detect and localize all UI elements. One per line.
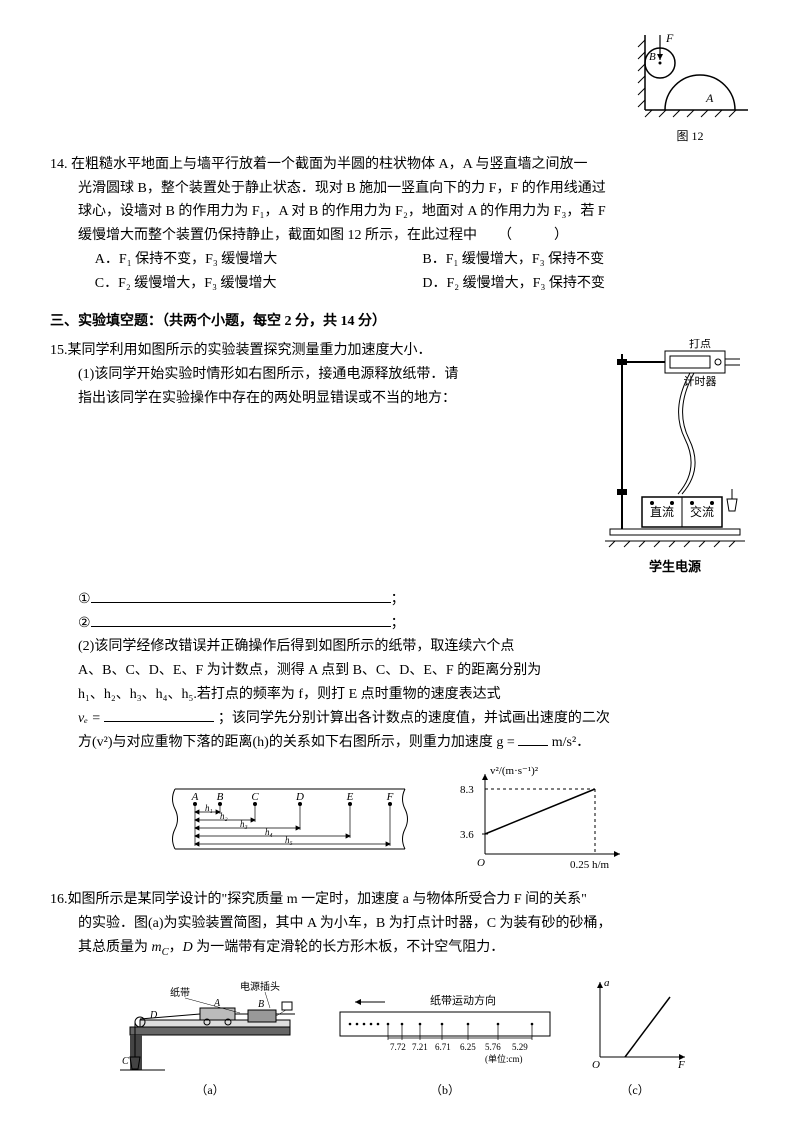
q15-l2e-unit: m/s²．	[552, 735, 590, 750]
svg-text:纸带运动方向: 纸带运动方向	[430, 993, 496, 1007]
svg-text:B: B	[649, 51, 656, 63]
q16-l2: 的实验．图(a)为实验装置简图，其中 A 为小车，B 为打点计时器，C 为装有砂…	[50, 912, 750, 936]
q14-l4: 缓慢增大而整个装置仍保持静止，截面如图 12 所示，在此过程中 （ ）	[50, 224, 750, 248]
svg-text:6.25: 6.25	[460, 1042, 476, 1052]
q15-num: 15.	[50, 343, 68, 358]
svg-text:E: E	[346, 791, 354, 803]
svg-text:交流: 交流	[690, 504, 714, 519]
svg-text:h₂: h₂	[220, 811, 228, 821]
svg-text:v²/(m·s⁻¹)²: v²/(m·s⁻¹)²	[490, 765, 539, 777]
svg-text:B: B	[217, 791, 224, 803]
svg-text:电源插头: 电源插头	[240, 980, 280, 993]
question-16: 16.如图所示是某同学设计的"探究质量 m 一定时，加速度 a 与物体所受合力 …	[50, 888, 750, 1100]
svg-text:7.21: 7.21	[412, 1042, 428, 1052]
q15-l2e-pre: 方(v²)与对应重物下落的距离(h)的关系如下右图所示，则重力加速度 g =	[78, 735, 515, 750]
svg-text:打点: 打点	[689, 339, 711, 350]
blank-1[interactable]	[91, 589, 391, 603]
question-14: 14. 在粗糙水平地面上与墙平行放着一个截面为半圆的柱状物体 A，A 与竖直墙之…	[50, 153, 750, 296]
q15-l2a: (2)该同学经修改错误并正确操作后得到如图所示的纸带，取连续六个点	[50, 635, 750, 659]
svg-text:(单位:cm): (单位:cm)	[485, 1053, 523, 1064]
svg-text:a: a	[604, 977, 610, 989]
fig12-svg: F B A	[630, 30, 750, 120]
svg-text:h₄: h₄	[265, 827, 273, 837]
q15-l0: 某同学利用如图所示的实验装置探究测量重力加速度大小．	[68, 343, 432, 358]
svg-text:7.72: 7.72	[390, 1042, 406, 1052]
blank-2[interactable]	[91, 613, 391, 627]
svg-text:h₁: h₁	[205, 803, 213, 813]
q14-optD: D．F₂ 缓慢增大，F₃ 保持不变	[422, 272, 750, 296]
q14-optC: C．F₂ 缓慢增大，F₃ 缓慢增大	[95, 272, 423, 296]
svg-text:C: C	[251, 791, 259, 803]
svg-text:8.3: 8.3	[460, 784, 474, 796]
blank1-label: ①	[78, 592, 91, 607]
fig-app-caption: 学生电源	[600, 556, 750, 578]
fig-apparatus: 打点 计时器 直流 交流 学生电源	[600, 339, 750, 577]
q16-num: 16.	[50, 892, 68, 907]
q14-optB: B．F₁ 缓慢增大，F₃ 保持不变	[422, 248, 750, 272]
fig12-caption: 图 12	[630, 126, 750, 146]
q14-num: 14.	[50, 157, 68, 172]
svg-text:5.76: 5.76	[485, 1042, 501, 1052]
svg-text:D: D	[295, 791, 304, 803]
svg-text:A: A	[191, 791, 199, 803]
blank-vE[interactable]	[104, 708, 214, 722]
svg-text:A: A	[705, 91, 714, 105]
figure-12: F B A 图 12	[630, 30, 750, 147]
blank-g[interactable]	[518, 732, 548, 746]
blank2-label: ②	[78, 616, 91, 631]
q16-l1: 如图所示是某同学设计的"探究质量 m 一定时，加速度 a 与物体所受合力 F 间…	[68, 892, 587, 907]
svg-text:O: O	[592, 1059, 600, 1071]
fig-tape: A B C D E F h₁ h₂ h₃ h₄ h	[165, 774, 415, 864]
q16-l3: 其总质量为 mC，D 为一端带有定滑轮的长方形木板，不计空气阻力．	[78, 940, 504, 955]
svg-text:F: F	[677, 1059, 685, 1071]
fig-v2-h-graph: 8.3 3.6 O 0.25 h/m v²/(m·s⁻¹)²	[455, 764, 635, 874]
question-15: 打点 计时器 直流 交流 学生电源 15.某同学利用如图所示的实验装置探究测量重…	[50, 339, 750, 874]
q15-l2c: h₁、h₂、h₃、h₄、h₅.若打点的频率为 f，则打 E 点时重物的速度表达式	[50, 683, 750, 707]
q14-l3: 球心，设墙对 B 的作用力为 F₁，A 对 B 的作用力为 F₂，地面对 A 的…	[50, 200, 750, 224]
q15-l2d-mid: ；该同学先分别计算出各计数点的速度值，并试画出速度的二次	[218, 711, 610, 726]
svg-text:B: B	[258, 999, 264, 1010]
fig-b: 纸带运动方向 7.72 7.21 6.71 6.25	[330, 992, 560, 1101]
q14-optA: A．F₁ 保持不变，F₃ 缓慢增大	[95, 248, 423, 272]
svg-text:0.25 h/m: 0.25 h/m	[570, 859, 610, 871]
q15-vE: vₑ =	[78, 711, 101, 726]
q15-l2b: A、B、C、D、E、F 为计数点，测得 A 点到 B、C、D、E、F 的距离分别…	[50, 659, 750, 683]
fig-c: O F a （c）	[580, 972, 690, 1101]
svg-text:D: D	[149, 1010, 158, 1021]
svg-text:h₃: h₃	[240, 819, 248, 829]
svg-text:C: C	[122, 1056, 129, 1067]
q14-l1: 在粗糙水平地面上与墙平行放着一个截面为半圆的柱状物体 A，A 与竖直墙之间放一	[71, 157, 587, 172]
svg-text:纸带: 纸带	[170, 986, 190, 999]
svg-text:5.29: 5.29	[512, 1042, 528, 1052]
svg-text:直流: 直流	[650, 505, 674, 519]
svg-text:3.6: 3.6	[460, 829, 474, 841]
svg-text:h₅: h₅	[285, 835, 293, 845]
svg-text:F: F	[386, 791, 394, 803]
svg-text:O: O	[477, 857, 485, 869]
section-3-title: 三、实验填空题：（共两个小题，每空 2 分，共 14 分）	[50, 310, 750, 334]
svg-text:F: F	[665, 31, 674, 45]
fig-a: D A C B 纸带	[110, 972, 310, 1101]
q14-l2: 光滑圆球 B，整个装置处于静止状态．现对 B 施加一竖直向下的力 F，F 的作用…	[50, 177, 750, 201]
svg-text:6.71: 6.71	[435, 1042, 451, 1052]
